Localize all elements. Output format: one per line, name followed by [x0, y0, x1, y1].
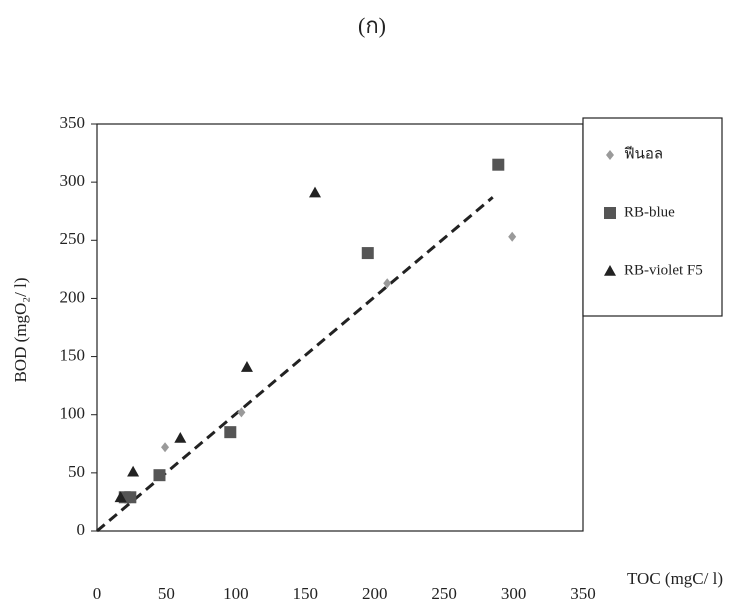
plot-frame: [96, 123, 584, 532]
point: [604, 265, 616, 276]
x-tick-label: 250: [431, 584, 457, 603]
y-axis-label: BOD (mgO₂/ l): [11, 277, 30, 382]
point: [174, 431, 187, 443]
y-tick-label: 200: [60, 287, 86, 306]
chart-title: (ก): [358, 13, 386, 38]
point: [492, 158, 505, 171]
point: [604, 207, 616, 219]
point: [127, 465, 140, 477]
point: [224, 426, 237, 439]
point: [161, 442, 170, 453]
x-tick-label: 200: [362, 584, 388, 603]
y-tick-label: 150: [60, 345, 86, 364]
point: [114, 491, 127, 503]
point: [508, 231, 517, 242]
x-tick-label: 300: [501, 584, 527, 603]
legend-label: ฟีนอล: [624, 145, 663, 162]
x-axis-label: TOC (mgC/ l): [627, 569, 723, 588]
y-tick-label: 100: [60, 404, 86, 423]
legend-label: RB-violet F5: [624, 262, 703, 278]
point: [383, 278, 392, 289]
y-tick-label: 250: [60, 229, 86, 248]
point: [240, 361, 253, 372]
point: [606, 150, 614, 160]
y-tick-label: 0: [77, 520, 86, 539]
y-tick-label: 300: [60, 171, 86, 190]
point: [309, 186, 322, 198]
point: [153, 469, 166, 482]
x-tick-label: 350: [570, 584, 596, 603]
point: [237, 407, 246, 418]
y-tick-label: 50: [68, 462, 85, 481]
x-tick-label: 150: [293, 584, 319, 603]
x-tick-label: 0: [93, 584, 102, 603]
legend-label: RB-blue: [624, 204, 675, 220]
x-tick-label: 50: [158, 584, 175, 603]
x-tick-label: 100: [223, 584, 249, 603]
y-tick-label: 350: [60, 113, 86, 132]
point: [124, 491, 137, 504]
point: [361, 247, 374, 260]
